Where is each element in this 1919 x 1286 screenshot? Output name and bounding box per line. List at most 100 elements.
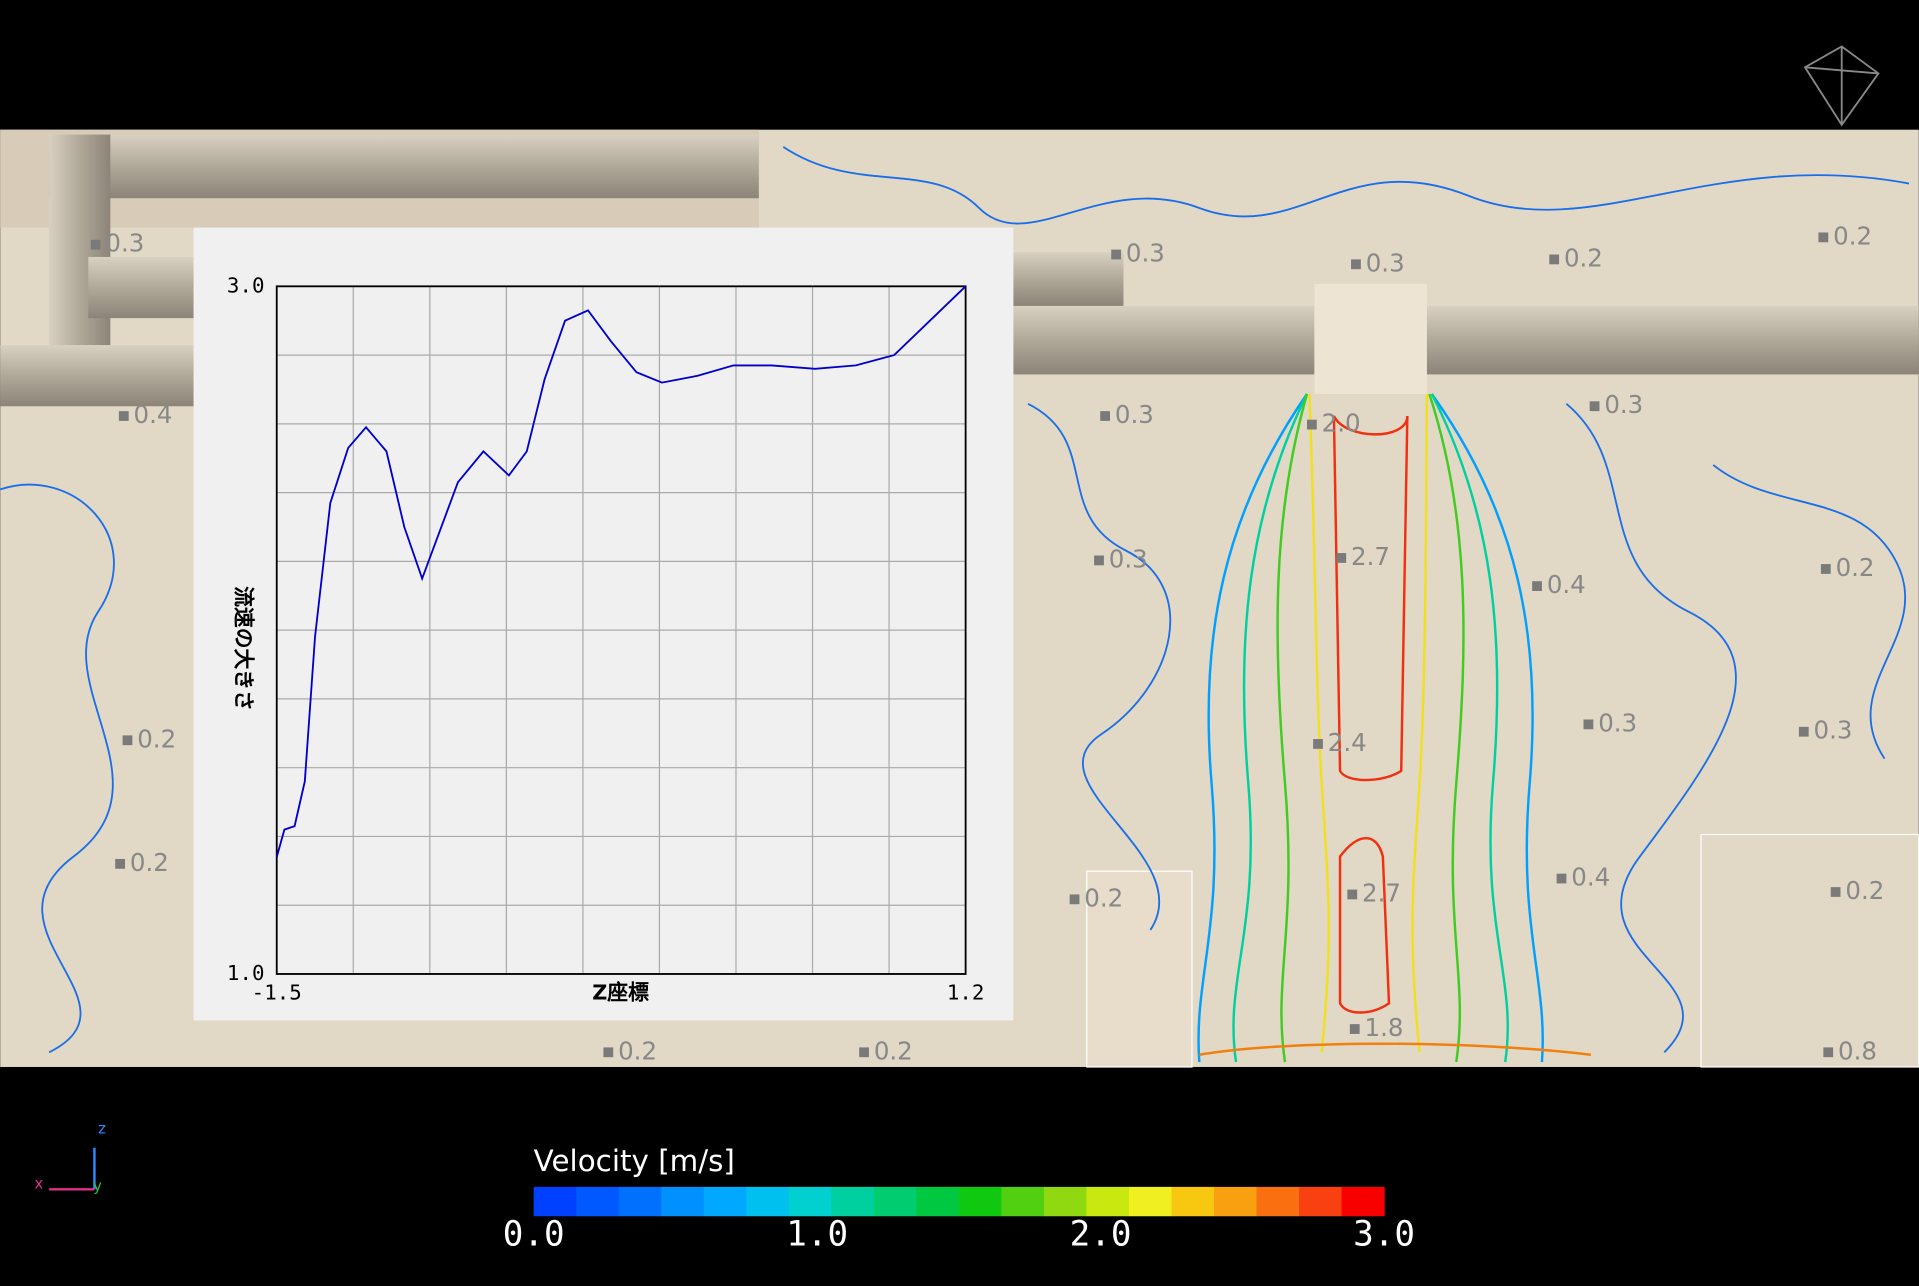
contour-marker — [1798, 726, 1809, 737]
y-tick-label: 3.0 — [227, 273, 265, 297]
contour-label: 0.2 — [137, 724, 176, 753]
contour-marker — [1351, 259, 1361, 270]
contour-marker — [1111, 249, 1122, 260]
contour-marker — [115, 858, 126, 869]
y-tick-label: 1.0 — [227, 961, 265, 985]
axis-x: x — [34, 1175, 43, 1192]
contour-marker — [1556, 873, 1567, 884]
axis-z: z — [98, 1120, 106, 1137]
x-axis-label: Z座標 — [592, 981, 649, 1005]
contour-label: 0.4 — [1571, 863, 1610, 892]
contour-label: 0.2 — [1084, 883, 1123, 912]
colorbar-segment — [1299, 1186, 1343, 1217]
contour-marker — [1307, 419, 1317, 430]
logo — [1803, 45, 1880, 127]
colorbar-segment — [1341, 1186, 1385, 1217]
contour-marker — [1313, 739, 1323, 749]
contour-marker — [90, 239, 101, 250]
contour-label: 0.2 — [1845, 876, 1884, 905]
pipe — [0, 345, 196, 407]
colorbar-label: 1.0 — [786, 1214, 848, 1254]
colorbar-segment — [661, 1186, 705, 1217]
contour-label: 0.2 — [1836, 553, 1875, 582]
contour-label: 0.3 — [1109, 544, 1148, 573]
plot-frame — [275, 285, 967, 975]
contours-low — [0, 146, 1910, 1054]
contour-marker — [1818, 232, 1829, 243]
contour-marker — [1347, 889, 1358, 900]
contour-marker — [1583, 719, 1594, 730]
colorbar-segment — [746, 1186, 790, 1217]
contour-marker — [1820, 564, 1831, 574]
contour-label: 1.8 — [1365, 1013, 1404, 1042]
colorbar: Velocity [m/s] 0.0 1.0 2.0 3.0 — [503, 1144, 1415, 1254]
colorbar-segment — [1214, 1186, 1258, 1217]
contour-marker — [603, 1047, 614, 1058]
contour-label: 2.0 — [1322, 409, 1361, 438]
contour-marker — [1349, 1024, 1360, 1034]
colorbar-label: 3.0 — [1353, 1214, 1415, 1254]
colorbar-segment — [958, 1186, 1003, 1217]
colorbar-label: 0.0 — [503, 1214, 565, 1254]
contour-label: 0.2 — [1833, 221, 1872, 250]
colorbar-segment — [576, 1186, 620, 1217]
contour-marker — [1336, 553, 1347, 563]
contour-marker — [1589, 401, 1600, 412]
y-axis-label: 流速の大きさ — [231, 586, 255, 711]
axis-y: y — [93, 1178, 102, 1195]
contour-marker — [1830, 887, 1841, 897]
contour-label: 0.3 — [1366, 248, 1405, 277]
contour-label: 2.7 — [1351, 542, 1390, 571]
x-tick-label: -1.5 — [252, 981, 302, 1005]
box — [1086, 870, 1193, 1068]
contour-label: 0.8 — [1838, 1036, 1877, 1065]
contour-marker — [1100, 411, 1111, 421]
contour-marker — [118, 411, 129, 421]
colorbar-segment — [1001, 1186, 1045, 1217]
pipe — [49, 134, 759, 199]
contour-marker — [1094, 555, 1104, 566]
line-chart: 流速の大きさ Z座標 1.0 3.0 -1.5 1.2 — [193, 227, 1014, 1021]
colorbar-segment — [831, 1186, 875, 1217]
contours-jet — [1197, 393, 1592, 1063]
contour-marker — [1549, 254, 1560, 265]
colorbar-segment — [618, 1186, 662, 1217]
colorbar-segment — [533, 1186, 577, 1217]
contour-label: 0.3 — [1604, 390, 1643, 419]
contour-label: 0.3 — [105, 229, 144, 258]
contour-label: 0.2 — [130, 848, 169, 877]
contour-label: 0.3 — [1126, 239, 1165, 268]
x-tick-label: 1.2 — [947, 981, 985, 1005]
contour-label: 0.3 — [1115, 400, 1154, 429]
contour-label: 0.2 — [874, 1036, 913, 1065]
contour-label: 0.3 — [1814, 716, 1853, 745]
contour-label: 0.2 — [618, 1036, 657, 1065]
nozzle — [1314, 283, 1427, 394]
contour-label: 0.3 — [1598, 708, 1637, 737]
colorbar-title: Velocity [m/s] — [534, 1144, 735, 1178]
colorbar-segment — [916, 1186, 960, 1217]
data-line — [275, 285, 967, 858]
colorbar-segment — [1043, 1186, 1088, 1217]
contour-label: 0.4 — [134, 400, 173, 429]
contour-marker — [1069, 894, 1080, 905]
colorbar-segment — [703, 1186, 747, 1217]
contour-marker — [859, 1047, 869, 1058]
contour-label: 2.4 — [1328, 728, 1367, 757]
colorbar-segment — [873, 1186, 917, 1217]
contour-label: 0.4 — [1547, 570, 1586, 599]
colorbar-segment — [1128, 1186, 1173, 1217]
colorbar-segment — [1256, 1186, 1300, 1217]
colorbar-segment — [1086, 1186, 1130, 1217]
contour-label: 0.2 — [1564, 243, 1603, 272]
pipe — [1013, 252, 1124, 306]
contour-label: 2.7 — [1362, 878, 1401, 907]
colorbar-segment — [1171, 1186, 1215, 1217]
contour-marker — [1823, 1047, 1834, 1058]
axes-triad: z x y — [34, 1120, 106, 1195]
colorbar-label: 2.0 — [1070, 1214, 1132, 1254]
contour-marker — [1532, 581, 1542, 591]
pipe — [88, 256, 199, 319]
pipe — [1013, 305, 1919, 375]
